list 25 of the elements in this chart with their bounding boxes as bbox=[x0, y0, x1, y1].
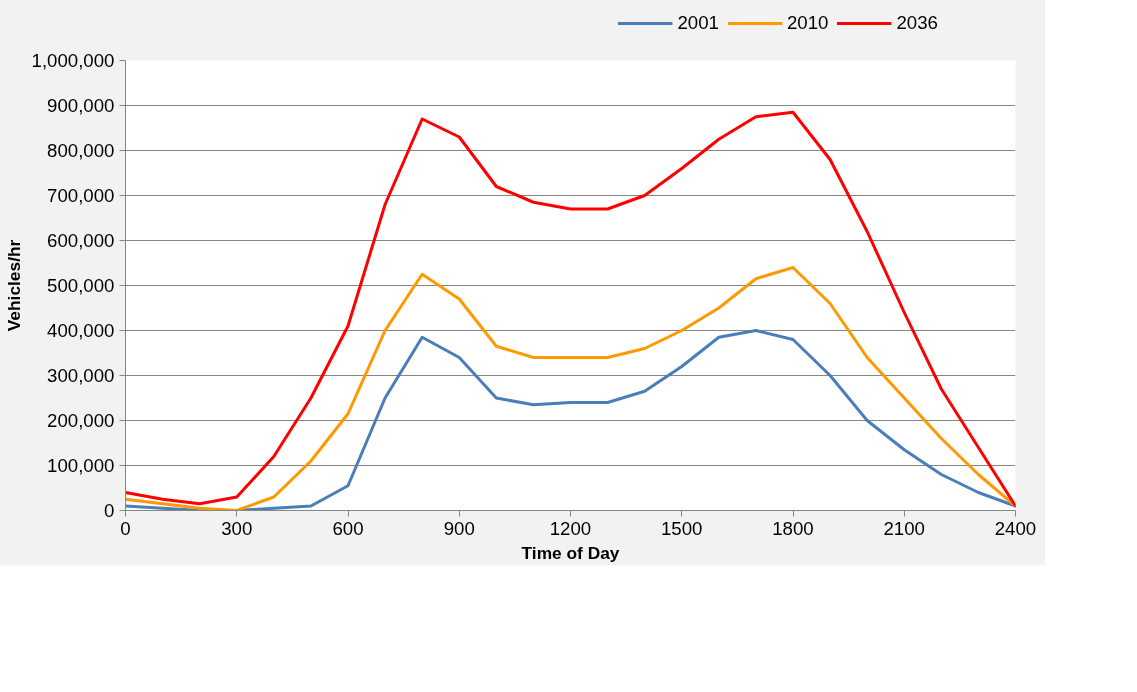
x-tick-label: 1200 bbox=[549, 517, 592, 539]
y-tick-label: 600,000 bbox=[47, 230, 115, 251]
y-tick-label: 900,000 bbox=[47, 95, 115, 116]
y-tick-label: 300,000 bbox=[47, 365, 115, 386]
x-tick-label: 0 bbox=[120, 517, 131, 539]
x-tick-label: 2400 bbox=[994, 517, 1037, 539]
legend-label: 2010 bbox=[786, 12, 829, 34]
x-tick-label: 1500 bbox=[661, 517, 703, 539]
legend-label: 2001 bbox=[677, 12, 719, 34]
y-tick-label: 100,000 bbox=[47, 455, 115, 476]
x-tick-label: 900 bbox=[443, 517, 475, 539]
y-tick-label: 200,000 bbox=[47, 410, 115, 431]
y-axis-title: Vehicles/hr bbox=[3, 239, 24, 332]
x-tick-label: 600 bbox=[332, 517, 364, 539]
y-tick-label: 1,000,000 bbox=[31, 50, 115, 71]
y-tick-label: 700,000 bbox=[47, 185, 115, 206]
legend-label: 2036 bbox=[896, 12, 938, 34]
x-tick-label: 2100 bbox=[883, 517, 926, 539]
x-tick-label: 1800 bbox=[772, 517, 814, 539]
y-tick-label: 800,000 bbox=[47, 140, 115, 161]
x-tick-label: 300 bbox=[221, 517, 253, 539]
y-tick-label: 400,000 bbox=[47, 320, 115, 341]
x-axis-title: Time of Day bbox=[521, 542, 620, 563]
y-tick-label: 500,000 bbox=[47, 275, 115, 296]
y-tick-label: 0 bbox=[104, 500, 115, 521]
